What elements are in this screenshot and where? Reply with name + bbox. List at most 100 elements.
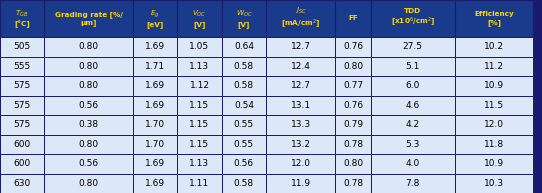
Text: 1.71: 1.71 bbox=[145, 62, 165, 71]
Text: 0.54: 0.54 bbox=[234, 101, 254, 110]
Text: FF: FF bbox=[349, 15, 358, 21]
Text: 11.9: 11.9 bbox=[291, 179, 311, 188]
Bar bbox=[222, 154, 266, 174]
Text: 1.69: 1.69 bbox=[145, 42, 165, 51]
Bar bbox=[266, 174, 335, 193]
Text: 0.80: 0.80 bbox=[343, 159, 363, 168]
Bar bbox=[133, 57, 177, 76]
Text: 0.80: 0.80 bbox=[79, 179, 99, 188]
Text: 1.15: 1.15 bbox=[189, 101, 210, 110]
Bar bbox=[335, 135, 371, 154]
Bar bbox=[222, 57, 266, 76]
Bar bbox=[44, 135, 133, 154]
Text: 0.77: 0.77 bbox=[343, 81, 363, 90]
Text: $W_{OC}$
[V]: $W_{OC}$ [V] bbox=[236, 9, 252, 28]
Text: 10.2: 10.2 bbox=[484, 42, 504, 51]
Text: 0.56: 0.56 bbox=[234, 159, 254, 168]
Bar bbox=[133, 135, 177, 154]
Bar bbox=[266, 57, 335, 76]
Bar bbox=[0, 154, 44, 174]
Text: 11.2: 11.2 bbox=[484, 62, 504, 71]
Text: 0.76: 0.76 bbox=[343, 42, 363, 51]
Bar bbox=[222, 115, 266, 135]
Text: 4.0: 4.0 bbox=[405, 159, 420, 168]
Bar bbox=[0, 37, 44, 57]
Bar bbox=[44, 76, 133, 96]
Text: 0.76: 0.76 bbox=[343, 101, 363, 110]
Text: 0.56: 0.56 bbox=[79, 159, 99, 168]
Text: 575: 575 bbox=[14, 81, 31, 90]
Bar bbox=[371, 154, 455, 174]
Bar bbox=[222, 135, 266, 154]
Text: 1.12: 1.12 bbox=[190, 81, 209, 90]
Bar bbox=[266, 115, 335, 135]
Text: 12.7: 12.7 bbox=[291, 81, 311, 90]
Bar bbox=[133, 37, 177, 57]
Bar bbox=[335, 174, 371, 193]
Bar bbox=[177, 96, 222, 115]
Bar bbox=[133, 154, 177, 174]
Text: 5.3: 5.3 bbox=[405, 140, 420, 149]
Text: 0.80: 0.80 bbox=[79, 42, 99, 51]
Text: 1.15: 1.15 bbox=[189, 140, 210, 149]
Text: 5.1: 5.1 bbox=[405, 62, 420, 71]
Bar bbox=[455, 76, 533, 96]
Text: 13.2: 13.2 bbox=[291, 140, 311, 149]
Text: 600: 600 bbox=[14, 140, 31, 149]
Bar bbox=[266, 0, 335, 37]
Bar bbox=[133, 0, 177, 37]
Bar bbox=[133, 96, 177, 115]
Bar bbox=[0, 115, 44, 135]
Text: 12.0: 12.0 bbox=[291, 159, 311, 168]
Bar bbox=[371, 57, 455, 76]
Text: 11.5: 11.5 bbox=[484, 101, 504, 110]
Text: TDD
[x10$^{6}$/cm$^{2}$]: TDD [x10$^{6}$/cm$^{2}$] bbox=[391, 8, 435, 29]
Bar bbox=[266, 135, 335, 154]
Bar bbox=[335, 76, 371, 96]
Text: 12.7: 12.7 bbox=[291, 42, 311, 51]
Text: 0.64: 0.64 bbox=[234, 42, 254, 51]
Bar bbox=[371, 0, 455, 37]
Bar bbox=[222, 96, 266, 115]
Text: 0.56: 0.56 bbox=[79, 101, 99, 110]
Bar bbox=[222, 37, 266, 57]
Bar bbox=[335, 96, 371, 115]
Text: 630: 630 bbox=[14, 179, 31, 188]
Bar bbox=[177, 135, 222, 154]
Text: 4.2: 4.2 bbox=[405, 120, 420, 129]
Bar bbox=[0, 76, 44, 96]
Bar bbox=[266, 37, 335, 57]
Text: 0.78: 0.78 bbox=[343, 179, 363, 188]
Text: 0.55: 0.55 bbox=[234, 140, 254, 149]
Text: 505: 505 bbox=[14, 42, 31, 51]
Bar bbox=[222, 76, 266, 96]
Text: 0.80: 0.80 bbox=[343, 62, 363, 71]
Bar bbox=[177, 0, 222, 37]
Text: 1.70: 1.70 bbox=[145, 140, 165, 149]
Text: 1.13: 1.13 bbox=[189, 159, 210, 168]
Bar bbox=[371, 135, 455, 154]
Text: 0.58: 0.58 bbox=[234, 179, 254, 188]
Text: 0.55: 0.55 bbox=[234, 120, 254, 129]
Bar bbox=[44, 115, 133, 135]
Bar bbox=[455, 154, 533, 174]
Bar bbox=[266, 154, 335, 174]
Bar bbox=[222, 174, 266, 193]
Text: 13.1: 13.1 bbox=[291, 101, 311, 110]
Bar bbox=[177, 76, 222, 96]
Bar bbox=[44, 37, 133, 57]
Text: $J_{SC}$
[mA/cm$^{2}$]: $J_{SC}$ [mA/cm$^{2}$] bbox=[281, 6, 320, 31]
Text: 1.69: 1.69 bbox=[145, 179, 165, 188]
Bar bbox=[455, 115, 533, 135]
Bar bbox=[177, 57, 222, 76]
Text: 575: 575 bbox=[14, 101, 31, 110]
Text: 0.80: 0.80 bbox=[79, 140, 99, 149]
Text: 600: 600 bbox=[14, 159, 31, 168]
Bar bbox=[455, 174, 533, 193]
Text: 575: 575 bbox=[14, 120, 31, 129]
Bar bbox=[0, 174, 44, 193]
Bar bbox=[266, 76, 335, 96]
Bar bbox=[177, 154, 222, 174]
Text: Grading rate [%/
µm]: Grading rate [%/ µm] bbox=[55, 11, 122, 26]
Text: 12.4: 12.4 bbox=[291, 62, 311, 71]
